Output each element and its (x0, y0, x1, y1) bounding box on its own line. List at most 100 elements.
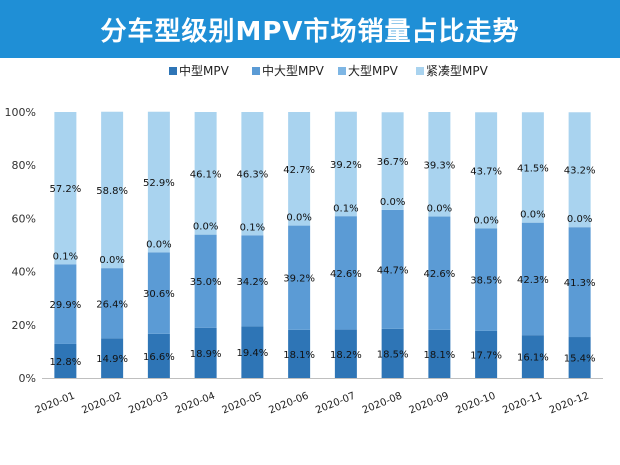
data-label: 42.6% (330, 269, 362, 280)
data-label: 29.9% (49, 300, 81, 311)
data-label: 42.7% (283, 165, 315, 176)
data-label: 0.0% (99, 255, 124, 266)
bar-segment (381, 328, 404, 378)
bar-segment (428, 216, 451, 330)
bar-segment (147, 111, 170, 253)
data-label: 42.6% (423, 269, 455, 280)
data-label: 17.7% (470, 350, 502, 361)
data-label: 0.1% (53, 251, 78, 262)
bar-segment (568, 112, 591, 228)
legend-swatch-3 (338, 67, 346, 75)
data-label: 18.5% (377, 349, 409, 360)
x-tick-label: 2020-04 (174, 391, 217, 417)
x-tick-label: 2020-11 (501, 391, 544, 417)
data-label: 41.5% (517, 163, 549, 174)
data-label: 0.0% (427, 204, 452, 215)
bar-segment (101, 111, 124, 269)
data-label: 0.0% (380, 197, 405, 208)
data-label: 35.0% (190, 277, 222, 288)
data-label: 0.0% (286, 213, 311, 224)
y-tick-label: 40% (12, 266, 36, 279)
data-label: 0.0% (473, 216, 498, 227)
y-tick-label: 100% (5, 106, 36, 119)
y-tick-label: 0% (19, 372, 36, 385)
data-label: 43.7% (470, 166, 502, 177)
x-tick-label: 2020-01 (34, 391, 77, 417)
bar-segment (194, 112, 217, 235)
x-tick-label: 2020-02 (80, 391, 123, 417)
data-label: 57.2% (49, 184, 81, 195)
legend-label-2: 中大型MPV (262, 63, 325, 78)
data-label: 19.4% (236, 348, 268, 359)
data-label: 30.6% (143, 289, 175, 300)
data-label: 38.5% (470, 276, 502, 287)
bar-segment (334, 216, 357, 330)
x-tick-label: 2020-10 (454, 391, 497, 417)
title-bar: 分车型级别MPV市场销量占比走势 (0, 0, 620, 58)
data-label: 18.1% (283, 350, 315, 361)
chart-title: 分车型级别MPV市场销量占比走势 (100, 16, 520, 47)
data-label: 0.0% (146, 239, 171, 250)
bar-segment (147, 333, 170, 378)
legend-label-1: 中型MPV (179, 63, 230, 78)
data-label: 0.1% (240, 222, 265, 233)
bar-segment (521, 222, 544, 336)
data-label: 0.1% (333, 203, 358, 214)
bar-segment (521, 112, 544, 223)
data-label: 41.3% (564, 278, 596, 289)
legend-swatch-1 (169, 67, 177, 75)
data-label: 14.9% (96, 354, 128, 365)
data-label: 52.9% (143, 178, 175, 189)
data-label: 34.2% (236, 277, 268, 288)
bar-segment (147, 252, 170, 334)
bar-segment (101, 268, 124, 339)
bar-segment (288, 329, 311, 378)
data-label: 15.4% (564, 354, 596, 365)
x-tick-label: 2020-07 (314, 391, 357, 417)
bar-segment (334, 329, 357, 378)
bar-segment (54, 343, 77, 378)
data-label: 0.0% (193, 222, 218, 233)
y-tick-label: 80% (12, 159, 36, 172)
bar-segment (54, 264, 77, 344)
data-label: 39.2% (283, 274, 315, 285)
data-label: 42.3% (517, 275, 549, 286)
bar-segment (194, 327, 217, 378)
bar-segment (194, 234, 217, 328)
legend-swatch-4 (416, 67, 424, 75)
bar-segment (54, 112, 77, 265)
bar-segment (381, 112, 404, 210)
data-label: 39.3% (423, 160, 455, 171)
data-label: 0.0% (520, 210, 545, 221)
data-label: 43.2% (564, 166, 596, 177)
bar-segment (101, 338, 124, 378)
bar-segment (381, 209, 404, 329)
x-tick-label: 2020-08 (361, 391, 404, 417)
y-tick-label: 60% (12, 212, 36, 225)
bar-segment (241, 326, 264, 378)
bar-segment (334, 111, 357, 217)
bar-segment (241, 112, 264, 236)
data-label: 44.7% (377, 265, 409, 276)
bar-segment (475, 228, 498, 331)
bar-segment (475, 112, 498, 229)
bar-segment (568, 227, 591, 338)
bar-segment (288, 112, 311, 226)
data-label: 16.6% (143, 352, 175, 363)
data-label: 18.9% (190, 349, 222, 360)
bar-segment (241, 235, 264, 327)
data-label: 18.2% (330, 350, 362, 361)
data-label: 12.8% (49, 357, 81, 368)
x-tick-label: 2020-12 (548, 391, 591, 417)
data-label: 46.1% (190, 169, 222, 180)
x-tick-label: 2020-05 (221, 391, 264, 417)
bar-segment (288, 225, 311, 330)
legend-label-4: 紧凑型MPV (426, 64, 489, 78)
bar-segment (568, 337, 591, 378)
bar-segment (428, 112, 451, 217)
data-label: 0.0% (567, 214, 592, 225)
data-label: 18.1% (423, 350, 455, 361)
data-label: 39.2% (330, 160, 362, 171)
data-label: 16.1% (517, 353, 549, 364)
